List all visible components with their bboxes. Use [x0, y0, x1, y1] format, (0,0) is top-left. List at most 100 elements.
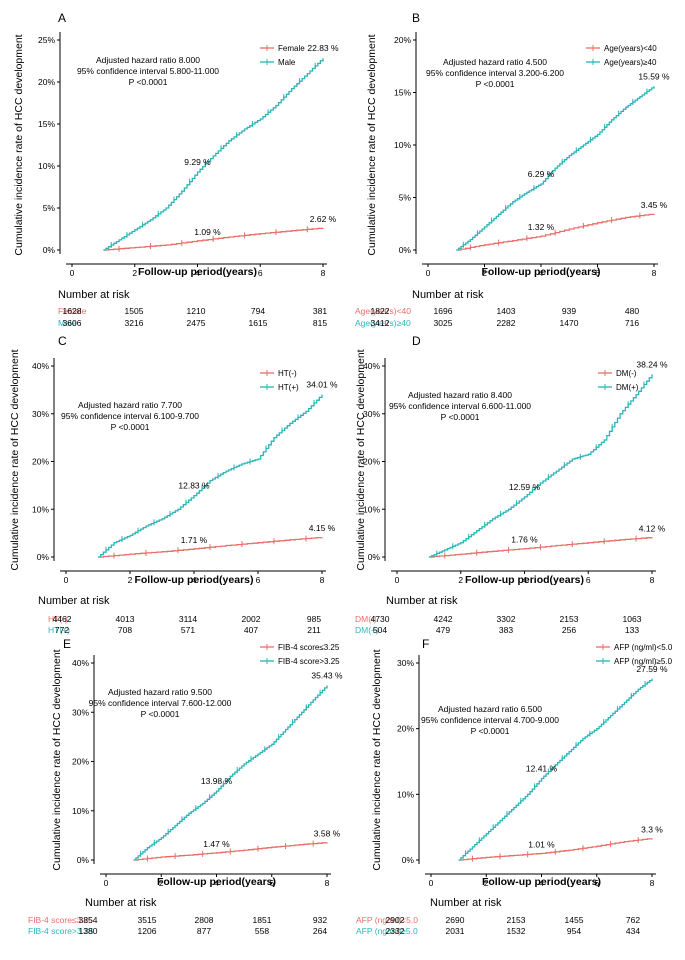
panel-label: A	[58, 11, 66, 25]
risk-cell: 211	[307, 625, 321, 635]
x-axis-title: Follow-up period(years)	[482, 876, 601, 888]
panel-c: C 0% 10% 20% 30% 40% 0 2 4 6 8 Follow-up period(yea…	[9, 334, 338, 635]
stat-annotation: 95% confidence interval 6.100-9.700	[61, 411, 199, 421]
risk-cell: 504	[373, 625, 387, 635]
data-label-end: 3.3 %	[641, 824, 663, 834]
panel-b: B 0% 5% 10% 15% 20% 0 2 4 6 8 Follow-up period(year…	[355, 11, 670, 328]
x-tick-label: 0	[429, 878, 434, 888]
y-tick-label: 0%	[77, 855, 90, 865]
risk-cell: 794	[251, 306, 265, 316]
data-label-mid: 1.01 %	[528, 839, 555, 849]
legend-entry: Age(years)≥40	[604, 58, 657, 67]
risk-cell: 1380	[79, 926, 98, 936]
risk-table-title: Number at risk	[430, 897, 502, 909]
y-axis-title: Cumulative incidence rate of HCC develop…	[366, 34, 378, 255]
legend-entry: DM(-)	[616, 369, 637, 378]
y-tick-label: 0%	[399, 245, 412, 255]
risk-cell: 932	[313, 915, 327, 925]
risk-cell: 1696	[434, 306, 453, 316]
series-line-2	[98, 394, 323, 558]
stat-annotation: P <0.0001	[476, 79, 515, 89]
panel-f: F 0% 10% 20% 30% 0 2 4 6 8 Follow-up period(years)…	[356, 637, 673, 936]
y-tick-label: 15%	[394, 88, 411, 98]
risk-cell: 939	[562, 306, 576, 316]
panel-label: F	[422, 637, 429, 651]
risk-cell: 4462	[53, 614, 72, 624]
risk-cell: 3114	[179, 614, 198, 624]
y-tick-label: 20%	[394, 35, 411, 45]
risk-cell: 407	[244, 625, 258, 635]
x-tick-label: 6	[586, 575, 591, 585]
data-label-mid: 1.76 %	[511, 535, 538, 545]
x-tick-label: 8	[650, 878, 655, 888]
risk-table-title: Number at risk	[412, 289, 484, 301]
y-tick-label: 10%	[363, 504, 380, 514]
risk-cell: 1532	[507, 926, 526, 936]
risk-cell: 716	[625, 318, 639, 328]
panel-label: B	[412, 11, 420, 25]
y-tick-label: 10%	[38, 161, 55, 171]
y-axis-title: Cumulative incidence rate of HCC develop…	[13, 34, 25, 255]
stat-annotation: P <0.0001	[141, 709, 180, 719]
y-tick-label: 30%	[32, 409, 49, 419]
risk-row-label: HT(-)	[48, 614, 68, 624]
risk-row-label: FIB-4 score>3.25	[28, 926, 94, 936]
stat-annotation: Adjusted hazard ratio 7.700	[78, 400, 182, 410]
risk-cell: 2902	[386, 915, 405, 925]
risk-table-title: Number at risk	[58, 289, 130, 301]
risk-cell: 762	[626, 915, 640, 925]
risk-cell: 3302	[497, 614, 516, 624]
risk-cell: 1210	[187, 306, 206, 316]
risk-cell: 3216	[125, 318, 144, 328]
y-tick-label: 0%	[43, 245, 56, 255]
x-axis-title: Follow-up period(years)	[157, 876, 276, 888]
risk-cell: 1628	[63, 306, 82, 316]
stat-annotation: P <0.0001	[471, 726, 510, 736]
risk-table-title: Number at risk	[38, 595, 110, 607]
x-tick-label: 8	[320, 575, 325, 585]
series-line-2	[456, 86, 655, 251]
risk-cell: 2690	[446, 915, 465, 925]
stat-annotation: Adjusted hazard ratio 6.500	[438, 704, 542, 714]
x-tick-label: 8	[650, 575, 655, 585]
data-label-end: 2.62 %	[310, 214, 337, 224]
risk-cell: 1470	[560, 318, 579, 328]
risk-cell: 1851	[253, 915, 272, 925]
risk-row-label: FIB-4 score≤3.25	[28, 915, 93, 925]
risk-cell: 772	[55, 625, 69, 635]
y-tick-label: 40%	[72, 658, 89, 668]
risk-cell: 434	[626, 926, 640, 936]
y-tick-label: 0%	[368, 552, 381, 562]
risk-cell: 815	[313, 318, 327, 328]
data-label-mid: 1.47 %	[203, 839, 230, 849]
x-tick-label: 0	[104, 878, 109, 888]
risk-cell: 2153	[507, 915, 526, 925]
x-tick-label: 0	[395, 575, 400, 585]
x-tick-label: 0	[426, 268, 431, 278]
stat-annotation: Adjusted hazard ratio 8.400	[408, 390, 512, 400]
x-tick-label: 2	[128, 575, 133, 585]
data-label-mid: 1.09 %	[194, 227, 221, 237]
legend-entry: HT(+)	[278, 383, 299, 392]
x-tick-label: 8	[325, 878, 330, 888]
data-label-end: 22.83 %	[307, 43, 339, 53]
x-tick-label: 2	[484, 878, 489, 888]
data-label-end: 27.59 %	[636, 664, 668, 674]
stat-annotation: P <0.0001	[129, 77, 168, 87]
x-tick-label: 8	[652, 268, 657, 278]
legend-entry: AFP (ng/ml)<5.0	[614, 643, 673, 652]
y-tick-label: 20%	[38, 77, 55, 87]
risk-cell: 1615	[249, 318, 268, 328]
legend-entry: AFP (ng/ml)≥5.0	[614, 657, 673, 666]
y-tick-label: 30%	[397, 658, 414, 668]
legend-entry: Age(years)<40	[604, 44, 657, 53]
panel-a: A 0% 5% 10% 15% 20% 25% 0 2 4 6 8 Follow-up period(y…	[13, 11, 339, 328]
data-label-mid: 12.83 %	[178, 481, 210, 491]
y-tick-label: 5%	[399, 193, 412, 203]
y-axis-title: Cumulative incidence rate of HCC develop…	[355, 349, 367, 570]
y-tick-label: 20%	[363, 457, 380, 467]
risk-row-label: AFP (ng/ml)<5.0	[356, 915, 418, 925]
data-label-mid: 6.29 %	[528, 169, 555, 179]
y-tick-label: 20%	[397, 724, 414, 734]
